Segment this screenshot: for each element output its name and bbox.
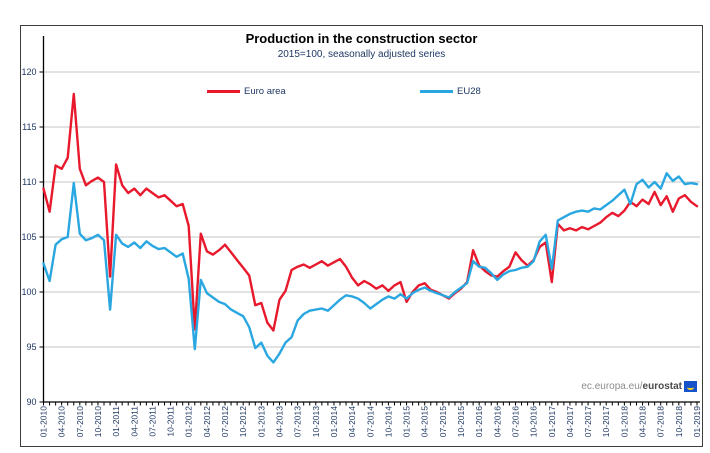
x-axis-label-01-2015: 01-2015	[402, 406, 412, 437]
x-axis-label-10-2011: 10-2011	[166, 406, 176, 437]
x-axis-label-04-2015: 04-2015	[420, 406, 430, 437]
x-axis-label-07-2016: 07-2016	[510, 406, 520, 437]
x-axis-label-01-2013: 01-2013	[256, 406, 266, 437]
legend-label-euro-area: Euro area	[244, 85, 286, 97]
x-axis-label-01-2017: 01-2017	[547, 406, 557, 437]
x-axis-label-10-2013: 10-2013	[311, 406, 321, 437]
x-axis-label-10-2016: 10-2016	[529, 406, 539, 437]
x-axis-label-01-2014: 01-2014	[329, 406, 339, 437]
x-axis-label-04-2017: 04-2017	[565, 406, 575, 437]
x-axis-label-01-2019: 01-2019	[692, 406, 702, 437]
x-axis-label-01-2011: 01-2011	[111, 406, 121, 437]
x-axis-label-10-2018: 10-2018	[674, 406, 684, 437]
x-axis-label-07-2012: 07-2012	[220, 406, 230, 437]
x-axis-label-01-2010: 01-2010	[39, 406, 49, 437]
legend-item-eu28: EU28	[420, 85, 481, 97]
x-axis-label-10-2017: 10-2017	[601, 406, 611, 437]
x-axis-label-04-2016: 04-2016	[492, 406, 502, 437]
x-axis-label-04-2018: 04-2018	[638, 406, 648, 437]
x-axis-label-01-2018: 01-2018	[619, 406, 629, 437]
x-axis-label-04-2014: 04-2014	[347, 406, 357, 437]
x-axis-label-01-2016: 01-2016	[474, 406, 484, 437]
x-axis-label-07-2018: 07-2018	[656, 406, 666, 437]
y-axis-label-90: 90	[26, 397, 36, 407]
x-axis-label-07-2015: 07-2015	[438, 406, 448, 437]
x-axis-label-07-2017: 07-2017	[583, 406, 593, 437]
x-axis-label-04-2013: 04-2013	[274, 406, 284, 437]
y-axis-label-115: 115	[22, 122, 36, 132]
x-axis-label-04-2011: 04-2011	[129, 406, 139, 437]
legend-label-eu28: EU28	[457, 85, 481, 97]
y-axis-label-110: 110	[22, 177, 36, 187]
legend-item-euro-area: Euro area	[207, 85, 286, 97]
eu28-line	[42, 171, 699, 364]
y-axis-label-100: 100	[21, 287, 36, 297]
x-axis-label-04-2010: 04-2010	[57, 406, 67, 437]
euro-area-line	[42, 92, 699, 332]
watermark-brand: eurostat	[642, 381, 682, 392]
x-axis-label-07-2013: 07-2013	[293, 406, 303, 437]
x-axis-label-07-2010: 07-2010	[75, 406, 85, 437]
x-axis-label-04-2012: 04-2012	[202, 406, 212, 437]
watermark-url-prefix: ec.europa.eu/	[581, 381, 643, 392]
x-axis-label-07-2014: 07-2014	[365, 406, 375, 437]
x-axis-label-10-2012: 10-2012	[238, 406, 248, 437]
euro-area-line-swatch	[207, 89, 240, 93]
eu28-line-swatch	[420, 89, 453, 93]
chart-subtitle: 2015=100, seasonally adjusted series	[277, 49, 446, 60]
y-axis-label-105: 105	[21, 232, 36, 242]
eurostat-logo-icon	[684, 381, 697, 392]
y-axis-label-120: 120	[21, 67, 36, 77]
figure-border	[20, 25, 703, 447]
watermark: ec.europa.eu/eurostat	[581, 381, 697, 392]
y-axis-label-95: 95	[26, 342, 36, 352]
x-axis-label-01-2012: 01-2012	[184, 406, 194, 437]
x-axis-label-10-2015: 10-2015	[456, 406, 466, 437]
x-axis-label-07-2011: 07-2011	[147, 406, 157, 437]
x-axis-label-10-2010: 10-2010	[93, 406, 103, 437]
x-axis-label-10-2014: 10-2014	[383, 406, 393, 437]
chart-title: Production in the construction sector	[245, 31, 478, 46]
